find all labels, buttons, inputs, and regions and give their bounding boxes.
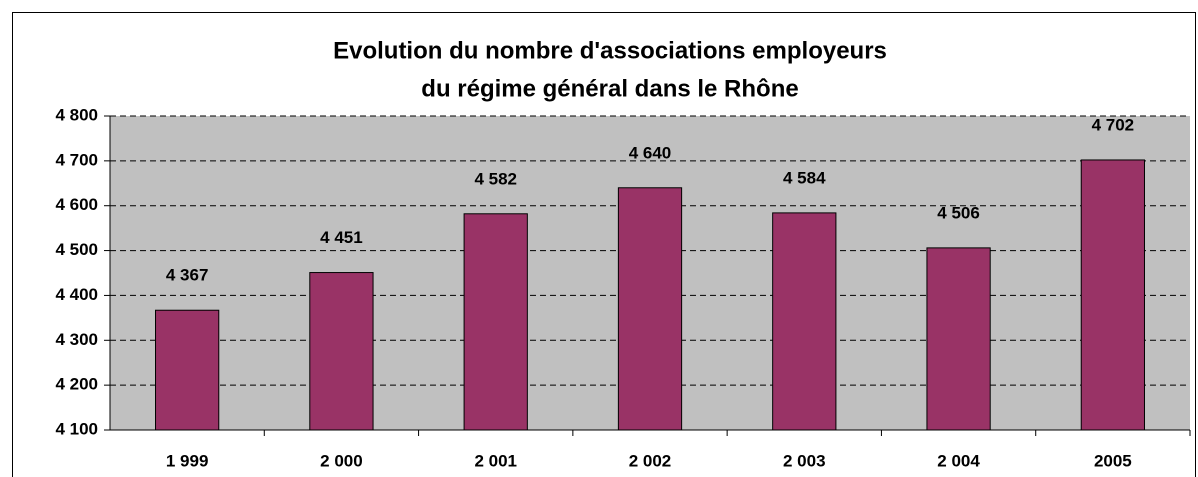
value-label: 4 584 <box>783 168 826 187</box>
bar <box>1080 159 1145 431</box>
x-tick-label: 2 003 <box>783 451 826 470</box>
value-label: 4 702 <box>1092 115 1135 134</box>
y-tick-label: 4 800 <box>55 105 98 124</box>
value-label: 4 640 <box>629 143 672 162</box>
x-tick-label: 2 001 <box>474 451 517 470</box>
bar <box>617 187 683 431</box>
bar <box>309 272 374 431</box>
y-tick-label: 4 400 <box>55 285 98 304</box>
x-tick-label: 2 002 <box>629 451 672 470</box>
x-tick-label: 1 999 <box>166 451 209 470</box>
bar <box>772 212 837 431</box>
x-tick-label: 2005 <box>1094 451 1132 470</box>
bar <box>926 247 991 431</box>
chart-title: Evolution du nombre d'associations emplo… <box>333 37 887 64</box>
y-tick-label: 4 100 <box>55 419 98 438</box>
x-tick-label: 2 004 <box>937 451 980 470</box>
y-tick-label: 4 200 <box>55 375 98 394</box>
value-label: 4 451 <box>320 228 363 247</box>
x-tick-label: 2 000 <box>320 451 363 470</box>
bar <box>155 309 220 431</box>
chart-title: du régime général dans le Rhône <box>421 75 798 102</box>
value-label: 4 506 <box>937 203 980 222</box>
value-label: 4 367 <box>166 266 209 285</box>
bar <box>463 213 528 431</box>
y-tick-label: 4 500 <box>55 240 98 259</box>
value-label: 4 582 <box>474 169 517 188</box>
y-tick-label: 4 300 <box>55 330 98 349</box>
y-tick-label: 4 600 <box>55 195 98 214</box>
y-tick-label: 4 700 <box>55 150 98 169</box>
